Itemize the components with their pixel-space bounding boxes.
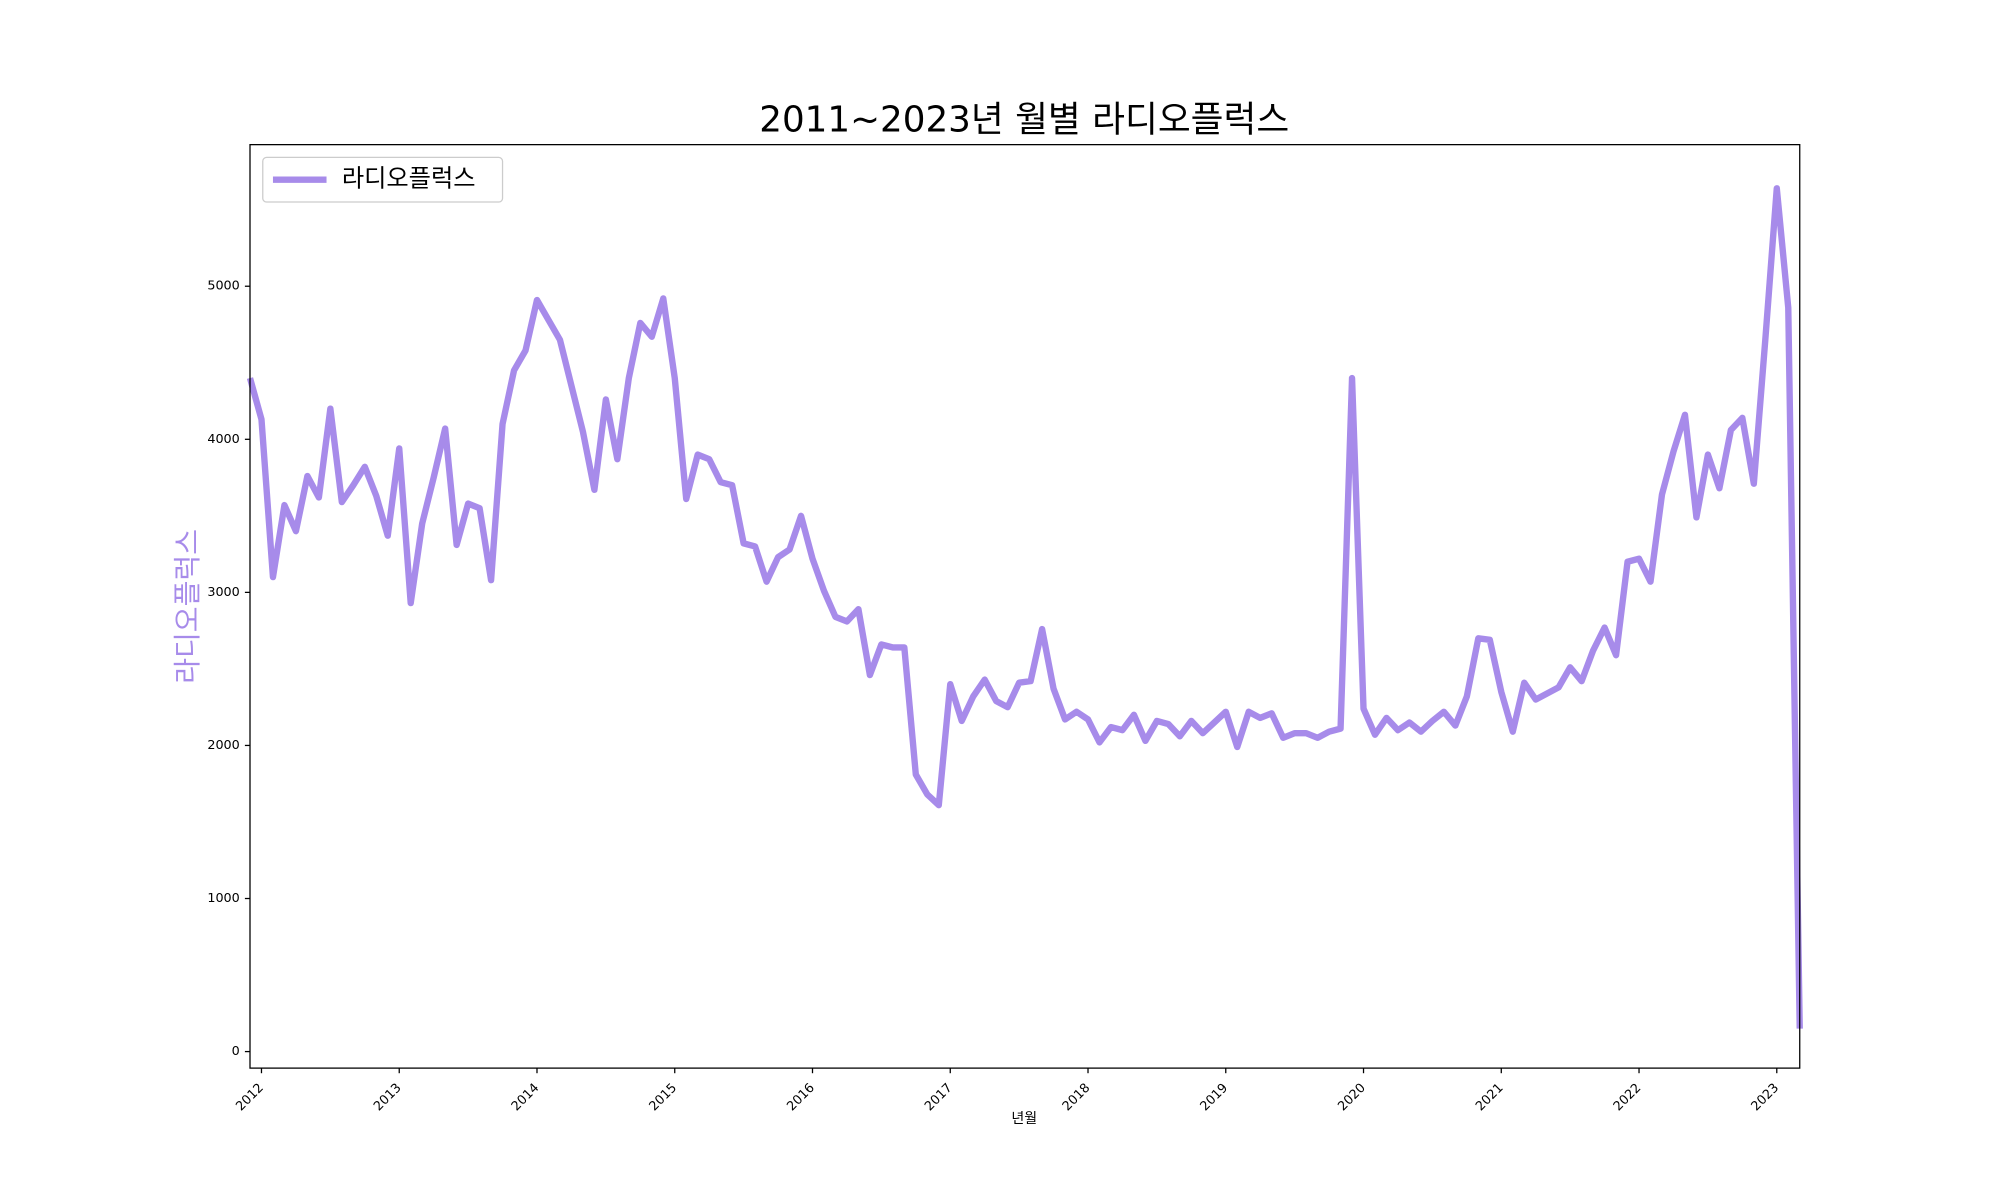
- x-tick-label: 2013: [371, 1081, 405, 1115]
- plot-frame: [249, 144, 1801, 1069]
- x-tick-label: 2021: [1473, 1081, 1507, 1115]
- y-tick-label: 3000: [207, 585, 239, 600]
- y-tick-label: 1000: [207, 891, 239, 906]
- x-tick-label: 2012: [233, 1081, 267, 1115]
- x-tick-label: 2023: [1749, 1081, 1783, 1115]
- y-axis-label: 라디오플럭스: [171, 529, 204, 684]
- legend-label: 라디오플럭스: [342, 165, 476, 193]
- line-series: [246, 185, 1803, 1029]
- x-tick-label: 2017: [922, 1081, 956, 1115]
- x-axis-label: 년월: [1011, 1111, 1037, 1127]
- x-tick-label: 2014: [509, 1081, 543, 1115]
- x-tick-label: 2019: [1198, 1081, 1232, 1115]
- chart-title: 2011~2023년 월별 라디오플럭스: [759, 100, 1289, 141]
- legend: 라디오플럭스: [262, 156, 504, 203]
- y-tick-label: 4000: [207, 432, 239, 447]
- x-tick-label: 2018: [1060, 1081, 1094, 1115]
- x-tick-label: 2015: [646, 1081, 680, 1115]
- x-tick-label: 2020: [1335, 1081, 1369, 1115]
- legend-box: [262, 156, 504, 203]
- y-tick-label: 5000: [207, 279, 239, 294]
- x-tick-label: 2016: [784, 1081, 818, 1115]
- y-tick-label: 2000: [207, 738, 239, 753]
- x-tick-label: 2022: [1611, 1081, 1645, 1115]
- y-tick-label: 0: [232, 1044, 240, 1059]
